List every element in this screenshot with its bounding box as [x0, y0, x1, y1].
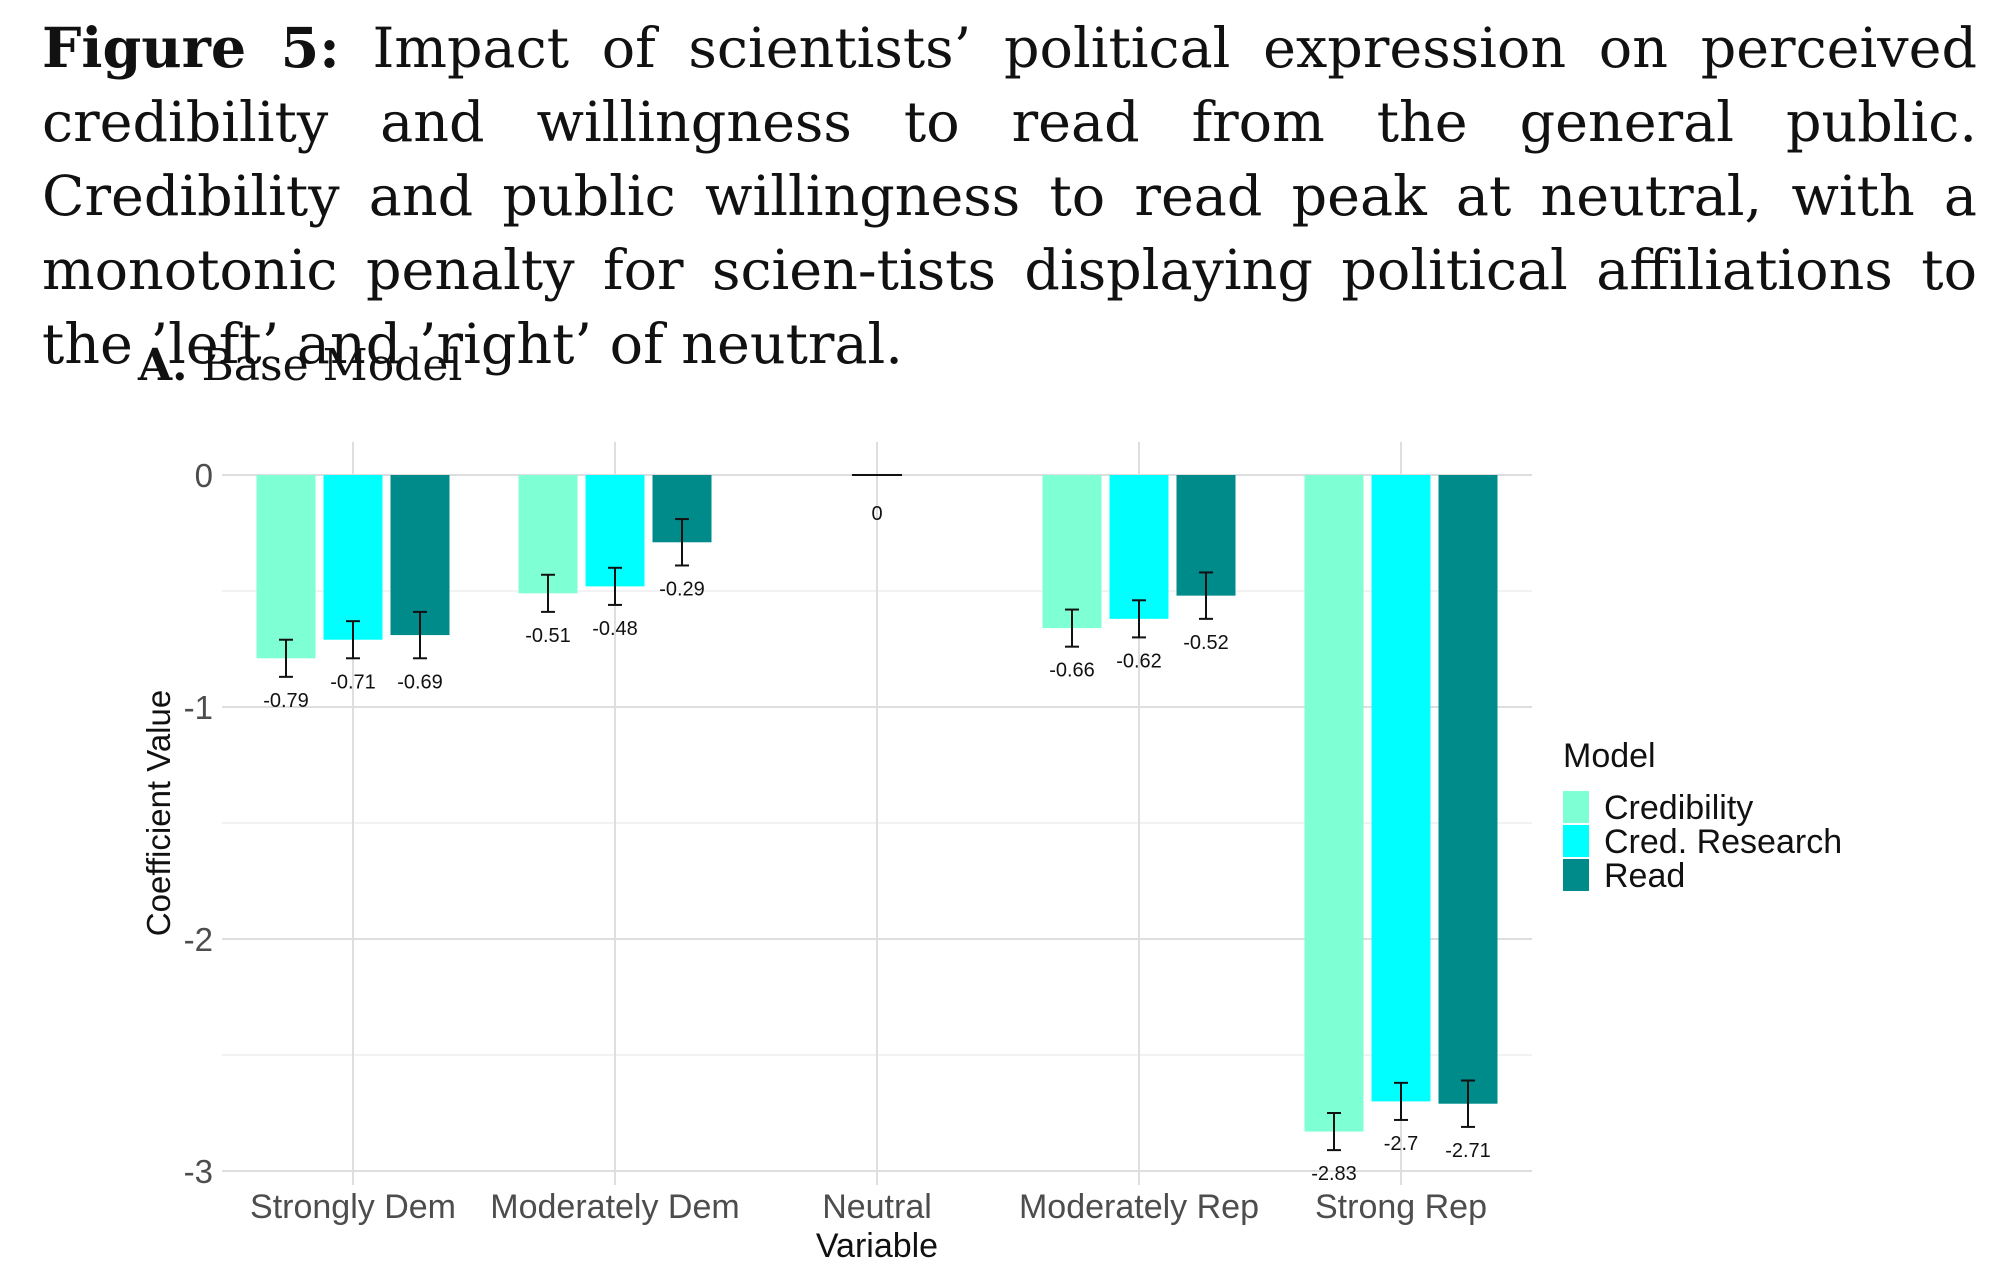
data-label: -0.52: [1183, 632, 1229, 654]
bar: [518, 475, 578, 594]
bar: [1109, 475, 1169, 619]
legend-key: [1563, 825, 1589, 857]
data-label: -0.71: [330, 671, 376, 693]
data-label: -0.79: [263, 690, 309, 712]
panel-title-text: Base Model: [201, 340, 463, 391]
data-label: -0.48: [592, 618, 638, 640]
data-label: -2.7: [1384, 1133, 1418, 1155]
y-tick-label: -2: [184, 921, 213, 958]
x-tick-label: Strongly Dem: [250, 1188, 456, 1226]
bar: [1304, 475, 1364, 1132]
bar: [1438, 475, 1498, 1104]
bar: [323, 475, 383, 640]
y-tick-label: -3: [184, 1153, 213, 1190]
data-label: -2.71: [1445, 1140, 1491, 1162]
data-label: -0.69: [397, 671, 443, 693]
legend-key: [1563, 791, 1589, 823]
x-tick-label: Moderately Rep: [1019, 1188, 1259, 1226]
x-tick-label: Strong Rep: [1315, 1188, 1487, 1226]
bar: [390, 475, 450, 636]
bar: [1042, 475, 1102, 629]
figure-label: Figure 5:: [42, 16, 340, 81]
figure-caption-text: Impact of scientists’ political expressi…: [42, 16, 1977, 377]
y-axis-title: Coefficient Value: [140, 690, 177, 936]
x-tick-label: Moderately Dem: [490, 1188, 739, 1226]
data-label: -0.66: [1049, 660, 1095, 682]
legend-title: Model: [1563, 737, 1656, 775]
x-axis-title: Variable: [816, 1227, 938, 1265]
bar: [256, 475, 316, 659]
data-label: 0: [871, 503, 882, 525]
x-tick-label: Neutral: [822, 1188, 932, 1226]
legend-label: Credibility: [1604, 789, 1753, 827]
legend-label: Cred. Research: [1604, 823, 1842, 861]
legend-label: Read: [1604, 857, 1685, 895]
data-label: -0.62: [1116, 650, 1162, 672]
legend-key: [1563, 859, 1589, 891]
y-tick-label: -1: [184, 689, 213, 726]
data-label: -0.29: [659, 578, 705, 600]
panel-title: A. Base Model: [138, 340, 462, 391]
data-label: -2.83: [1311, 1163, 1357, 1185]
y-tick-label: 0: [195, 457, 213, 494]
bar: [1371, 475, 1431, 1102]
panel-label: A.: [138, 340, 188, 391]
data-label: -0.51: [525, 625, 571, 647]
figure-caption: Figure 5: Impact of scientists’ politica…: [42, 12, 1977, 382]
